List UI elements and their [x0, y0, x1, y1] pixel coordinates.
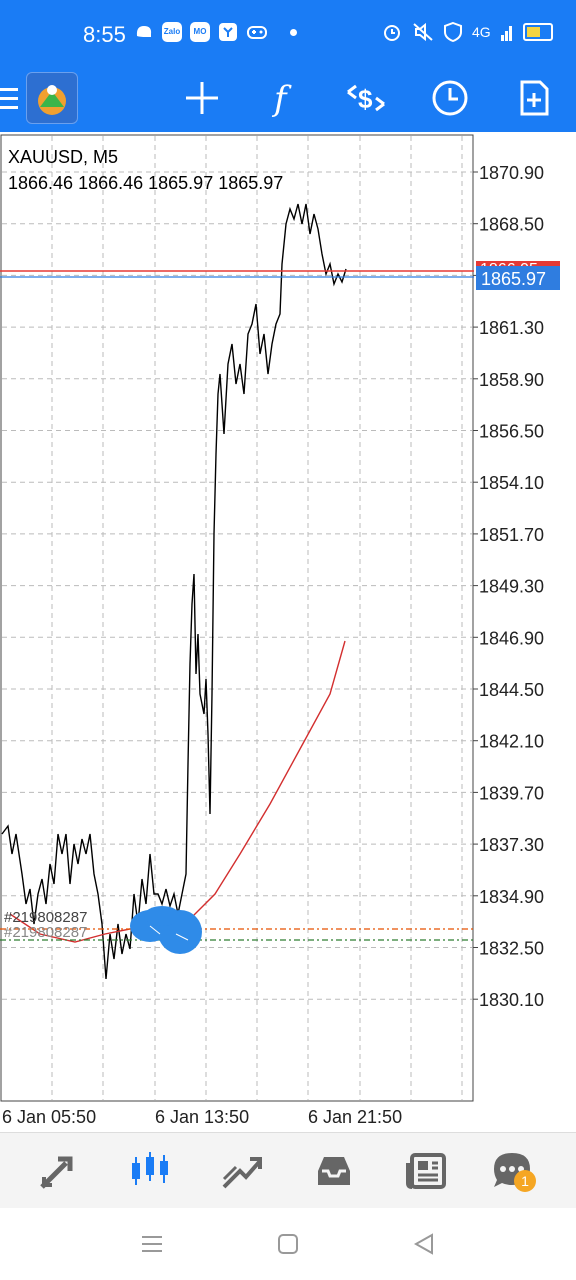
recent-apps-icon[interactable] [138, 1230, 166, 1258]
y-tick-label: 1854.10 [479, 473, 544, 493]
mute-icon [413, 22, 433, 42]
y-tick-label: 1832.50 [479, 939, 544, 959]
order-label[interactable]: #219808287 [4, 909, 87, 926]
y-tick-label: 1846.90 [479, 628, 544, 648]
x-tick-label: 6 Jan 21:50 [308, 1107, 402, 1127]
x-tick-label: 6 Jan 05:50 [2, 1107, 96, 1127]
chart-symbol: XAUUSD, M5 [8, 147, 118, 167]
trade-arrows-icon[interactable] [36, 1149, 80, 1193]
add-chart-icon[interactable] [514, 78, 554, 118]
system-navigation [0, 1208, 576, 1280]
inbox-icon[interactable] [312, 1149, 356, 1193]
chart-canvas[interactable]: 1870.901868.501863.701861.301858.901856.… [0, 134, 576, 1130]
current-price-label: 1865.97 [481, 269, 546, 289]
y-tick-label: 1830.10 [479, 990, 544, 1010]
chart-icon[interactable] [128, 1149, 172, 1193]
function-icon[interactable]: f [264, 78, 304, 118]
scribble-marker [130, 906, 202, 954]
y-tick-label: 1858.90 [479, 370, 544, 390]
news-icon[interactable] [404, 1149, 448, 1193]
y-tick-label: 1861.30 [479, 318, 544, 338]
clock-icon[interactable] [430, 78, 470, 118]
plot-border [0, 134, 474, 1102]
alarm-icon [384, 25, 400, 41]
price-series [1, 203, 347, 980]
status-bar: 8:55 Zalo MO MO 4G [0, 0, 576, 70]
signal-icon [500, 26, 512, 41]
more-notifications-dot [290, 28, 297, 36]
y-tick-label: 1868.50 [479, 215, 544, 235]
back-icon[interactable] [410, 1230, 438, 1258]
bottom-navigation [0, 1132, 576, 1209]
y-tick-label: 1856.50 [479, 422, 544, 442]
x-axis: 6 Jan 05:50 6 Jan 13:50 6 Jan 21:50 [2, 1107, 402, 1127]
y-tick-label: 1839.70 [479, 783, 544, 803]
shield-icon [444, 22, 462, 42]
zalo-icon: Zalo [162, 22, 182, 42]
trade-icon[interactable]: $ [346, 78, 386, 118]
menu-icon[interactable] [0, 88, 18, 112]
app-icon [219, 23, 237, 41]
y-tick-label: 1849.30 [479, 577, 544, 597]
y-tick-label: 1837.30 [479, 835, 544, 855]
svg-text:$: $ [358, 84, 373, 114]
y-tick-label: 1844.50 [479, 680, 544, 700]
analytics-icon[interactable] [220, 1149, 264, 1193]
x-tick-label: 6 Jan 13:50 [155, 1107, 249, 1127]
home-icon[interactable] [274, 1230, 302, 1258]
order-label-2[interactable]: #219808287 [4, 924, 87, 941]
current-price-tag [476, 266, 560, 290]
messenger-icon [136, 26, 152, 37]
y-tick-label: 1870.90 [479, 163, 544, 183]
network-type: 4G [472, 24, 491, 40]
crosshair-icon[interactable] [182, 78, 222, 118]
y-axis: 1870.901868.501863.701861.301858.901856.… [473, 163, 544, 1010]
app-logo[interactable] [26, 72, 78, 124]
chat-badge: 1 [514, 1170, 536, 1192]
gamepad-icon [247, 26, 267, 39]
battery-icon [522, 23, 553, 41]
y-tick-label: 1834.90 [479, 887, 544, 907]
status-time: 8:55 [83, 22, 126, 47]
ohlc-values: 1866.46 1866.46 1865.97 1865.97 [8, 173, 283, 193]
y-tick-label: 1851.70 [479, 525, 544, 545]
app-toolbar: f $ [0, 70, 576, 132]
moving-average-line [9, 640, 346, 943]
grid [2, 136, 472, 1100]
system-status-icons: 4G [382, 22, 553, 42]
y-tick-label: 1842.10 [479, 732, 544, 752]
momo-icon: MO MO [190, 22, 210, 56]
notification-icons: Zalo MO MO [134, 22, 297, 56]
svg-text:f: f [271, 79, 292, 118]
price-chart[interactable]: 1870.901868.501863.701861.301858.901856.… [0, 134, 576, 1130]
